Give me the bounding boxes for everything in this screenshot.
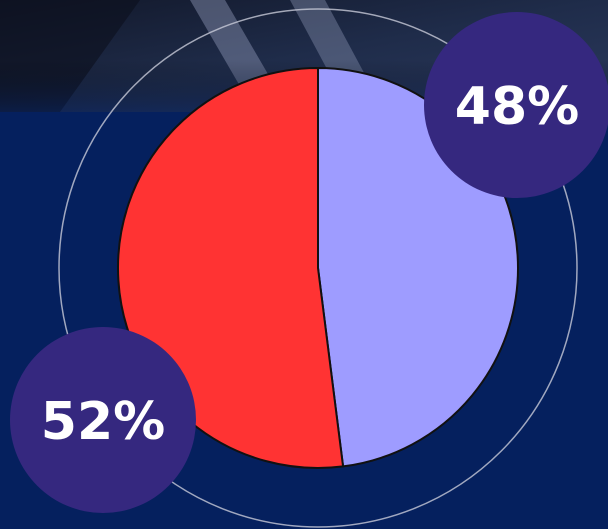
value-label: 52% — [41, 392, 165, 452]
badges: 48% 52% — [10, 12, 608, 513]
value-label: 48% — [455, 77, 579, 137]
value-badge — [424, 12, 608, 198]
value-badge — [10, 327, 196, 513]
outer-ring — [58, 8, 578, 528]
